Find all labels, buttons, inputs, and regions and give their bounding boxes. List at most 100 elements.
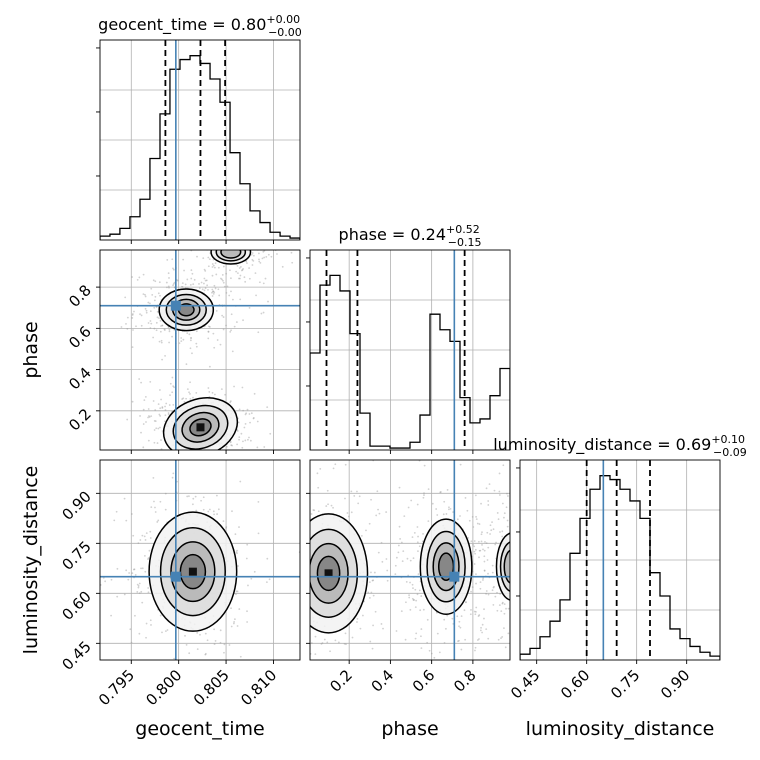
sample-point xyxy=(325,505,328,507)
sample-point xyxy=(269,625,271,627)
sample-point xyxy=(286,514,288,516)
sample-point xyxy=(222,316,225,318)
sample-point xyxy=(290,555,292,557)
sample-point xyxy=(257,252,260,255)
sample-point xyxy=(145,532,148,535)
sample-point xyxy=(231,444,233,447)
sample-point xyxy=(371,579,374,582)
sample-point xyxy=(487,593,490,596)
sample-point xyxy=(459,626,462,629)
sample-point xyxy=(478,614,481,616)
sample-point xyxy=(492,528,495,531)
sample-point xyxy=(516,518,518,520)
sample-point xyxy=(306,553,308,555)
sample-point xyxy=(149,530,152,533)
sample-point xyxy=(428,649,431,652)
sample-point xyxy=(203,277,206,280)
sample-point xyxy=(248,413,251,415)
sample-point xyxy=(125,322,127,325)
sample-point xyxy=(131,400,134,403)
axes-frame xyxy=(99,249,301,451)
sample-point xyxy=(511,518,513,520)
sample-point xyxy=(491,521,493,524)
sample-point xyxy=(372,624,374,627)
sample-point xyxy=(537,540,539,542)
sample-point xyxy=(521,519,523,521)
sample-point xyxy=(470,590,472,593)
sample-point xyxy=(160,439,162,441)
sample-point xyxy=(142,423,145,425)
sample-point xyxy=(514,551,516,553)
sample-point xyxy=(307,577,309,579)
sample-point xyxy=(173,281,176,284)
sample-point xyxy=(183,400,186,403)
title-label: phase = 0.24 xyxy=(339,225,446,244)
sample-point xyxy=(319,467,322,470)
sample-point xyxy=(376,490,379,493)
sample-point xyxy=(212,332,215,335)
sample-point xyxy=(232,225,234,227)
sample-point xyxy=(498,679,500,681)
sample-point xyxy=(380,623,383,625)
sample-point xyxy=(256,446,259,449)
sample-point xyxy=(487,546,490,549)
sample-point xyxy=(195,242,197,244)
sample-point xyxy=(526,565,528,567)
axes-frame xyxy=(309,249,511,451)
sample-point xyxy=(116,567,119,570)
sample-point xyxy=(275,550,277,552)
sample-point xyxy=(227,455,229,457)
sample-point xyxy=(236,552,238,555)
sample-point xyxy=(353,495,356,497)
sample-point xyxy=(460,615,463,618)
sample-point xyxy=(265,255,268,258)
sample-point xyxy=(276,253,278,255)
sample-point xyxy=(152,476,155,479)
sample-point xyxy=(418,589,421,592)
sample-point xyxy=(130,513,133,515)
sample-point xyxy=(141,534,144,537)
sample-point xyxy=(195,232,197,234)
title-plus: +0.10 xyxy=(711,433,745,446)
sample-point xyxy=(281,550,283,552)
sample-point xyxy=(479,629,482,632)
sample-point xyxy=(170,451,172,453)
x-axis-label: geocent_time xyxy=(135,718,264,740)
sample-point xyxy=(144,539,147,541)
sample-point xyxy=(196,648,199,651)
sample-point xyxy=(243,276,246,279)
sample-point xyxy=(405,580,408,583)
sample-point xyxy=(515,521,517,523)
sample-point xyxy=(145,622,148,625)
sample-point xyxy=(155,455,157,457)
sample-point xyxy=(347,515,350,518)
sample-point xyxy=(524,499,526,501)
sample-point xyxy=(155,306,158,308)
sample-point xyxy=(157,292,160,295)
sample-point xyxy=(315,679,317,681)
sample-point xyxy=(317,486,320,489)
sample-point xyxy=(414,588,417,591)
sample-point xyxy=(207,289,209,291)
sample-point xyxy=(238,438,240,441)
sample-point xyxy=(202,257,205,260)
sample-point xyxy=(399,538,402,540)
sample-point xyxy=(268,248,270,250)
sample-point xyxy=(164,414,167,417)
sample-point xyxy=(515,567,517,569)
sample-point xyxy=(267,253,270,256)
sample-point xyxy=(506,495,509,497)
sample-point xyxy=(523,642,525,644)
sample-point xyxy=(195,342,198,345)
sample-point xyxy=(278,591,280,593)
sample-point xyxy=(411,583,414,586)
sample-point xyxy=(246,262,248,265)
sample-point xyxy=(163,329,166,331)
sample-point xyxy=(166,286,168,289)
sample-point xyxy=(155,329,158,332)
sample-point xyxy=(487,500,490,502)
sample-point xyxy=(199,454,201,456)
sample-point xyxy=(149,320,152,322)
x-tick-label: 0.6 xyxy=(409,666,439,696)
sample-point xyxy=(292,546,294,548)
